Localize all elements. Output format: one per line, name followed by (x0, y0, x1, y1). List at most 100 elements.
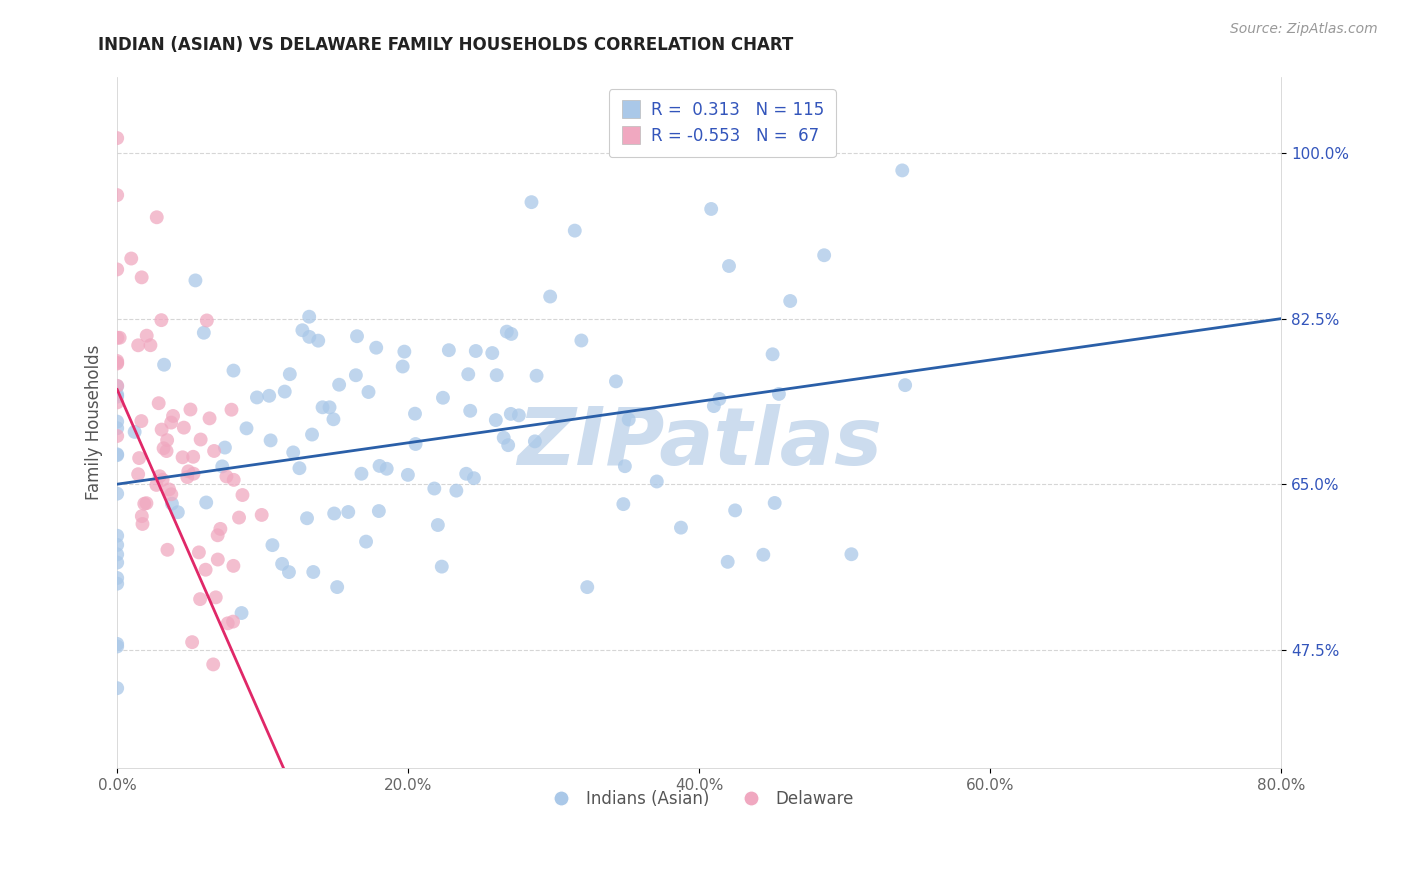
Point (194, 563, 217, 577)
Point (301, 427, 323, 442)
Point (105, 681, 128, 695)
Point (128, 451, 150, 466)
Point (426, 518, 449, 533)
Point (768, 387, 790, 401)
Point (346, 329, 368, 343)
Point (108, 331, 131, 345)
Point (124, 425, 146, 439)
Point (105, 331, 128, 345)
Point (105, 390, 128, 404)
Point (645, 475, 668, 489)
Point (463, 471, 485, 485)
Point (217, 616, 239, 631)
Point (222, 558, 245, 573)
Point (526, 368, 548, 383)
Point (458, 404, 481, 418)
Point (148, 396, 170, 410)
Point (394, 344, 416, 359)
Point (501, 326, 523, 341)
Point (221, 402, 243, 417)
Point (120, 252, 142, 266)
Point (139, 338, 162, 352)
Point (105, 395, 128, 409)
Point (457, 368, 479, 382)
Point (162, 409, 184, 423)
Point (323, 507, 346, 521)
Point (357, 384, 380, 399)
Point (195, 495, 218, 509)
Point (184, 273, 207, 287)
Point (181, 450, 204, 464)
Point (209, 522, 232, 536)
Point (231, 606, 253, 620)
Point (202, 444, 225, 458)
Point (160, 497, 183, 511)
Point (105, 448, 128, 462)
Point (188, 592, 211, 607)
Point (105, 556, 128, 570)
Point (228, 510, 250, 524)
Point (105, 637, 128, 651)
Legend: Indians (Asian), Delaware: Indians (Asian), Delaware (537, 783, 860, 815)
Point (222, 363, 245, 377)
Point (328, 377, 350, 392)
Point (105, 538, 128, 552)
Point (318, 401, 340, 415)
Point (344, 368, 367, 383)
Point (105, 379, 128, 393)
Point (153, 358, 176, 372)
Point (437, 343, 460, 358)
Point (841, 547, 863, 561)
Point (235, 421, 257, 435)
Point (446, 483, 468, 498)
Point (298, 330, 321, 344)
Point (105, 387, 128, 401)
Point (485, 413, 508, 427)
Point (135, 328, 157, 343)
Y-axis label: Family Households: Family Households (86, 345, 103, 500)
Point (464, 343, 486, 358)
Text: Source: ZipAtlas.com: Source: ZipAtlas.com (1230, 22, 1378, 37)
Point (198, 411, 221, 425)
Point (250, 508, 273, 522)
Point (366, 341, 388, 355)
Point (430, 559, 453, 574)
Point (131, 509, 153, 524)
Point (155, 444, 177, 458)
Point (496, 438, 519, 452)
Point (763, 496, 786, 510)
Point (222, 615, 245, 629)
Point (177, 464, 200, 478)
Text: INDIAN (ASIAN) VS DELAWARE FAMILY HOUSEHOLDS CORRELATION CHART: INDIAN (ASIAN) VS DELAWARE FAMILY HOUSEH… (98, 36, 793, 54)
Point (135, 496, 157, 510)
Point (152, 473, 174, 487)
Point (131, 270, 153, 285)
Point (172, 450, 194, 465)
Point (612, 497, 634, 511)
Point (485, 368, 508, 383)
Point (150, 313, 173, 327)
Point (105, 447, 128, 461)
Point (156, 433, 179, 447)
Point (176, 470, 198, 484)
Point (367, 504, 389, 518)
Point (894, 378, 917, 392)
Point (105, 571, 128, 585)
Point (481, 346, 503, 360)
Point (105, 262, 128, 277)
Point (717, 555, 740, 569)
Point (105, 357, 128, 371)
Point (105, 421, 128, 435)
Point (145, 478, 167, 492)
Point (150, 423, 173, 437)
Point (105, 548, 128, 562)
Point (105, 415, 128, 429)
Point (337, 505, 360, 519)
Point (295, 511, 318, 525)
Point (105, 356, 128, 370)
Point (391, 359, 413, 374)
Point (190, 433, 212, 447)
Point (311, 401, 333, 415)
Point (302, 565, 325, 579)
Point (152, 442, 174, 456)
